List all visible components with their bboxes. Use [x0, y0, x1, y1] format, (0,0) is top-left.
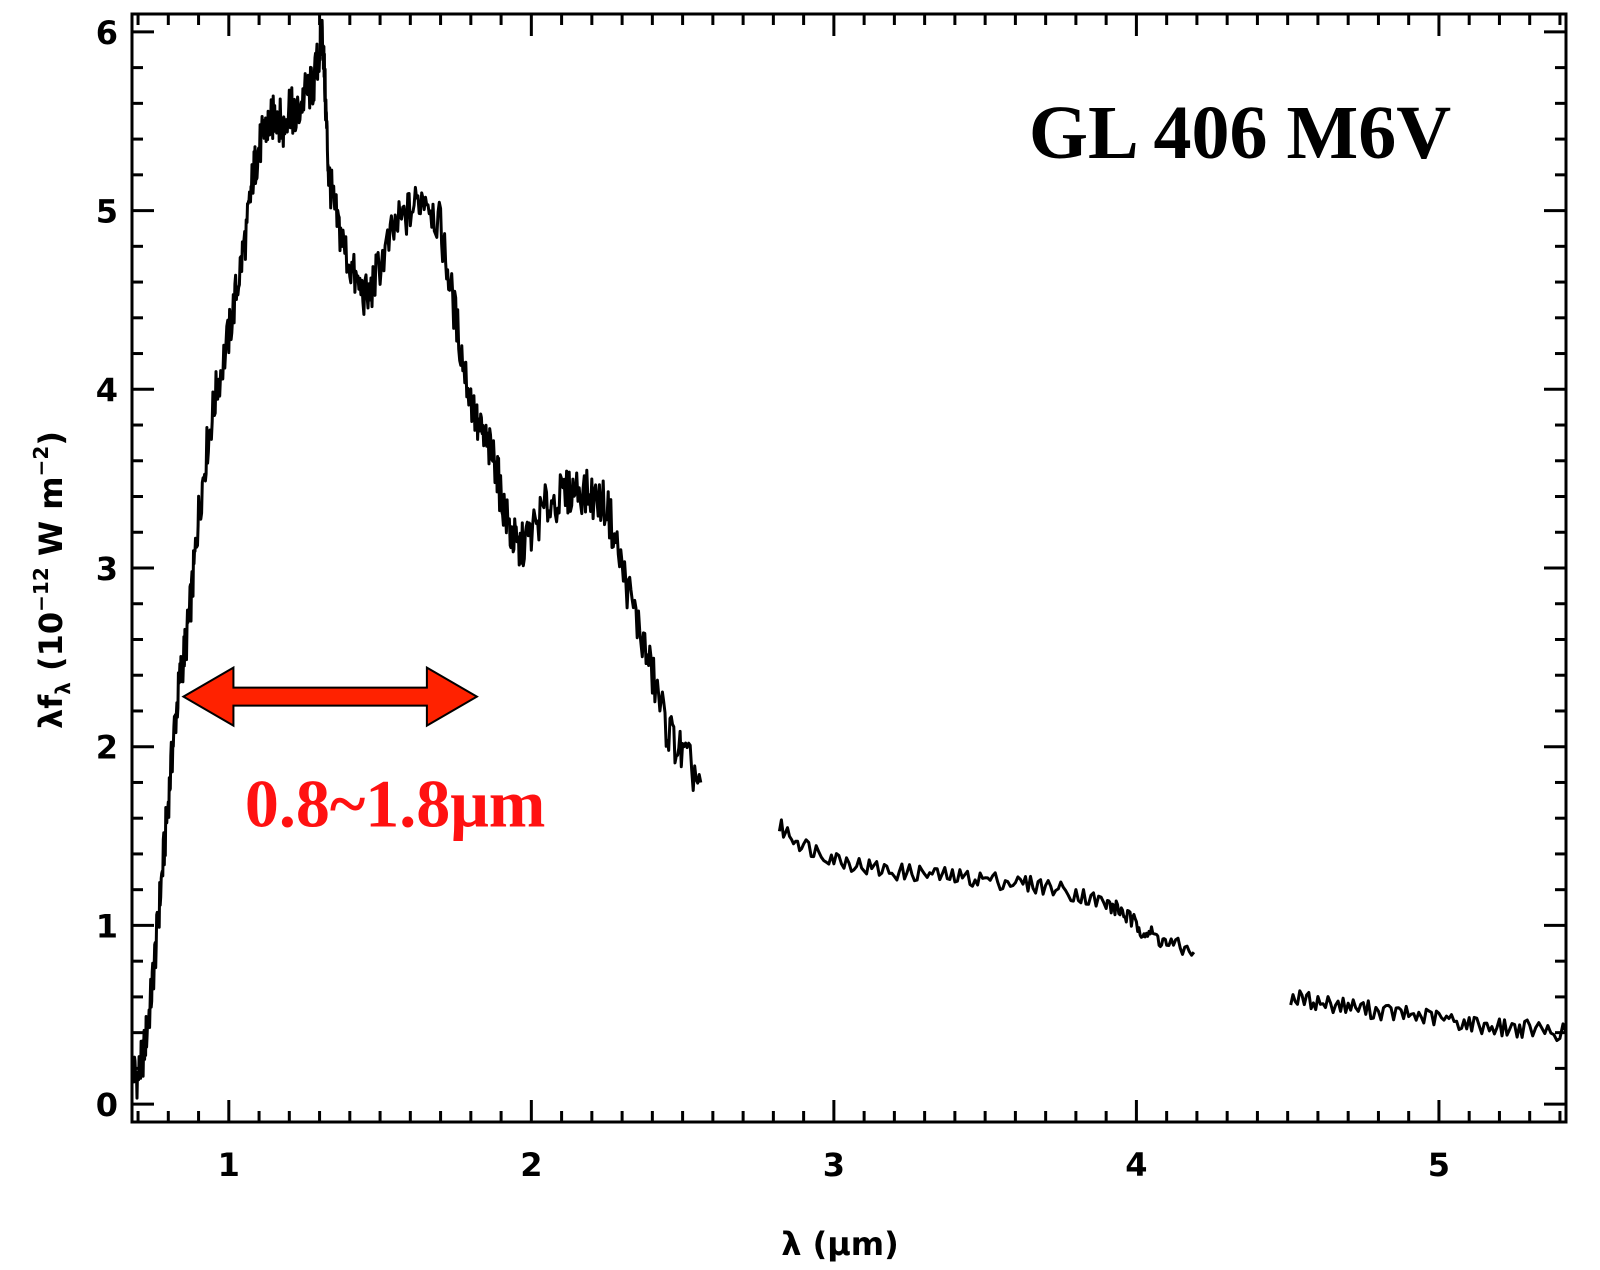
- y-tick-label: 0: [96, 1086, 118, 1124]
- axis-ticks: [132, 14, 1566, 1122]
- x-tick-label: 5: [1428, 1146, 1450, 1184]
- x-tick-labels: 1 2 3 4 5: [218, 1146, 1450, 1184]
- wavelength-range-annotation: 0.8~1.8μm: [181, 665, 546, 842]
- x-tick-label: 4: [1125, 1146, 1147, 1184]
- spectrum-line: [777, 818, 1196, 957]
- y-axis-label-close: ): [32, 431, 70, 446]
- spectrum-series: [130, 18, 1568, 1100]
- star-title: GL 406 M6V: [1029, 91, 1451, 175]
- y-axis-label-mid: W m: [32, 476, 70, 567]
- x-tick-label: 3: [823, 1146, 845, 1184]
- double-arrow: [181, 665, 479, 728]
- y-tick-label: 1: [96, 907, 118, 945]
- plot-frame: [130, 12, 1568, 1124]
- x-tick-label: 1: [218, 1146, 240, 1184]
- x-axis-label: λ (μm): [781, 1225, 899, 1263]
- y-axis-label-exp: −12: [29, 567, 53, 612]
- y-tick-label: 4: [96, 371, 118, 409]
- y-tick-label: 2: [96, 729, 118, 767]
- y-axis-label-prefix-sub: λ: [51, 682, 75, 695]
- y-tick-label: 3: [96, 550, 118, 588]
- y-tick-label: 5: [96, 193, 118, 231]
- y-axis-label-exp2: −2: [29, 446, 53, 477]
- y-axis-label-prefix: λf: [32, 694, 70, 729]
- y-tick-labels: 0 1 2 3 4 5 6: [96, 14, 118, 1124]
- x-tick-label: 2: [520, 1146, 542, 1184]
- range-label: 0.8~1.8μm: [245, 766, 546, 842]
- y-axis-label-open: (10: [32, 612, 70, 682]
- plot-border: [130, 12, 1568, 1124]
- y-axis-label: λfλ (10−12 W m−2): [29, 431, 75, 729]
- y-tick-label: 6: [96, 14, 118, 52]
- spectrum-line: [1289, 989, 1568, 1043]
- spectrum-line: [130, 18, 703, 1100]
